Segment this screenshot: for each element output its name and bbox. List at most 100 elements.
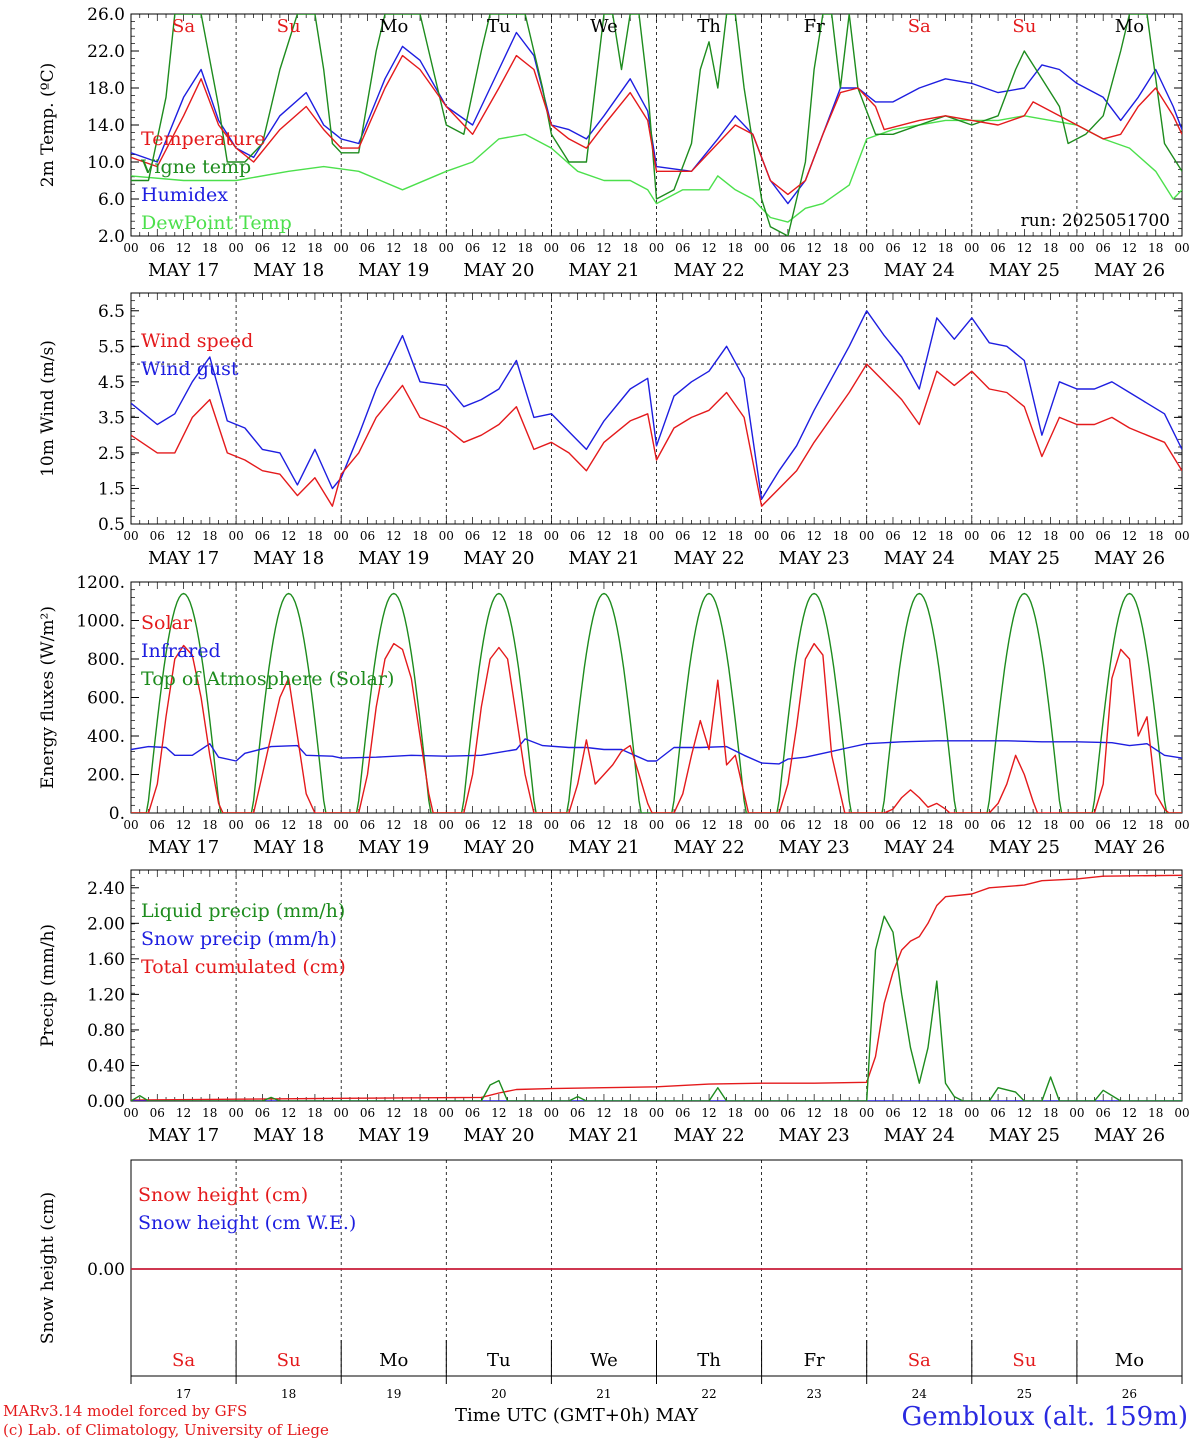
hour-tick-label: 00	[228, 241, 243, 255]
hour-tick-label: 00	[1174, 529, 1189, 543]
hour-tick-label: 18	[728, 529, 743, 543]
day-label: MAY 26	[1094, 260, 1165, 281]
hour-tick-label: 06	[150, 1106, 165, 1120]
hour-tick-label: 12	[1017, 241, 1032, 255]
hour-tick-label: 18	[202, 1106, 217, 1120]
hour-tick-label: 18	[728, 241, 743, 255]
hour-tick-label: 06	[570, 529, 585, 543]
hour-tick-label: 12	[912, 1106, 927, 1120]
y-tick-label: 6.0	[98, 190, 125, 210]
hour-tick-label: 18	[728, 1106, 743, 1120]
hour-tick-label: 12	[1122, 818, 1137, 832]
weekday-label: Mo	[1115, 16, 1144, 37]
hour-tick-label: 00	[439, 818, 454, 832]
hour-tick-label: 06	[150, 241, 165, 255]
hour-tick-label: 06	[885, 529, 900, 543]
legend-entry: Snow precip (mm/h)	[141, 928, 337, 950]
y-axis-label: 10m Wind (m/s)	[38, 340, 58, 477]
y-tick-label: 1.20	[87, 985, 125, 1005]
weekday-label: Fr	[804, 16, 825, 37]
weekday-label: Su	[1012, 1350, 1036, 1371]
hour-tick-label: 18	[307, 241, 322, 255]
day-label: MAY 23	[779, 837, 850, 858]
hour-tick-label: 00	[123, 818, 138, 832]
y-tick-label: 1.5	[98, 479, 125, 499]
hour-tick-label: 12	[807, 1106, 822, 1120]
hour-tick-label: 06	[885, 241, 900, 255]
hour-tick-label: 18	[623, 241, 638, 255]
legend-entry: Wind gust	[141, 358, 239, 380]
hour-tick-label: 06	[885, 818, 900, 832]
run-label: run: 2025051700	[1021, 211, 1170, 231]
hour-tick-label: 18	[1148, 1106, 1163, 1120]
hour-tick-label: 12	[281, 818, 296, 832]
legend-entry: Solar	[141, 612, 193, 634]
hour-tick-label: 06	[360, 241, 375, 255]
hour-tick-label: 18	[1148, 241, 1163, 255]
hour-tick-label: 18	[833, 818, 848, 832]
hour-tick-label: 06	[150, 529, 165, 543]
series-group	[131, 14, 1182, 236]
day-number: 24	[912, 1387, 928, 1401]
day-label: MAY 21	[568, 1125, 639, 1146]
hour-tick-label: 18	[1043, 818, 1058, 832]
hour-tick-label: 18	[412, 818, 427, 832]
y-tick-label: 800.	[87, 650, 125, 670]
hour-tick-label: 06	[990, 241, 1005, 255]
y-tick-label: 10.0	[87, 153, 125, 173]
weekday-label: Th	[697, 1350, 721, 1371]
snow-panel: 0.00 Snow height (cm) Snow height (cm) Snow…	[38, 1159, 1183, 1377]
hour-tick-label: 18	[728, 818, 743, 832]
day-number: 19	[386, 1387, 401, 1401]
day-label: MAY 17	[148, 1125, 219, 1146]
hour-tick-label: 18	[307, 818, 322, 832]
hour-tick-label: 06	[255, 1106, 270, 1120]
hour-tick-label: 18	[833, 1106, 848, 1120]
hour-tick-label: 06	[465, 529, 480, 543]
hour-tick-label: 00	[544, 529, 559, 543]
hour-tick-label: 18	[517, 241, 532, 255]
time-axis-text: Time UTC (GMT+0h)	[455, 1405, 650, 1426]
hour-tick-label: 00	[649, 241, 664, 255]
weekday-label: Su	[277, 1350, 301, 1371]
hour-tick-label: 00	[1069, 529, 1084, 543]
hour-tick-label: 06	[990, 1106, 1005, 1120]
day-number: 21	[596, 1387, 611, 1401]
hour-tick-label: 12	[701, 241, 716, 255]
hour-tick-label: 06	[780, 1106, 795, 1120]
series-group	[131, 310, 1182, 507]
hour-tick-label: 06	[570, 241, 585, 255]
hour-tick-label: 00	[754, 818, 769, 832]
station-label: Gembloux (alt. 159m)	[901, 1402, 1188, 1432]
series-line-wind-speed	[131, 363, 1182, 507]
hour-tick-label: 06	[360, 1106, 375, 1120]
day-label: MAY 22	[673, 548, 744, 569]
legend-entry: Temperature	[141, 128, 265, 150]
hour-tick-label: 06	[990, 818, 1005, 832]
hour-tick-label: 12	[912, 529, 927, 543]
hour-tick-label: 00	[964, 818, 979, 832]
hour-tick-label: 18	[1148, 529, 1163, 543]
hour-tick-label: 00	[439, 241, 454, 255]
hour-tick-label: 12	[807, 529, 822, 543]
y-tick-label: 0.	[109, 804, 125, 824]
hour-tick-label: 06	[885, 1106, 900, 1120]
day-label: MAY 23	[779, 1125, 850, 1146]
hour-tick-label: 06	[570, 1106, 585, 1120]
hour-tick-label: 00	[334, 1106, 349, 1120]
weekday-label: Th	[697, 16, 721, 37]
hour-tick-label: 00	[544, 818, 559, 832]
hour-tick-label: 00	[859, 1106, 874, 1120]
hour-tick-label: 06	[255, 241, 270, 255]
energy-panel: 00 06 12 18 00 06 12 18 00 06 12 18 00 06 12 18 00 06 12 18…	[38, 573, 1190, 858]
day-label: MAY 21	[568, 260, 639, 281]
legend-entry: Liquid precip (mm/h)	[141, 900, 345, 922]
hour-tick-label: 00	[1069, 241, 1084, 255]
hour-tick-label: 12	[1122, 529, 1137, 543]
hour-tick-label: 12	[491, 818, 506, 832]
hour-tick-label: 06	[465, 241, 480, 255]
weekday-label: Sa	[908, 1350, 931, 1371]
hour-tick-label: 06	[675, 1106, 690, 1120]
day-label: MAY 26	[1094, 1125, 1165, 1146]
day-label: MAY 23	[779, 548, 850, 569]
